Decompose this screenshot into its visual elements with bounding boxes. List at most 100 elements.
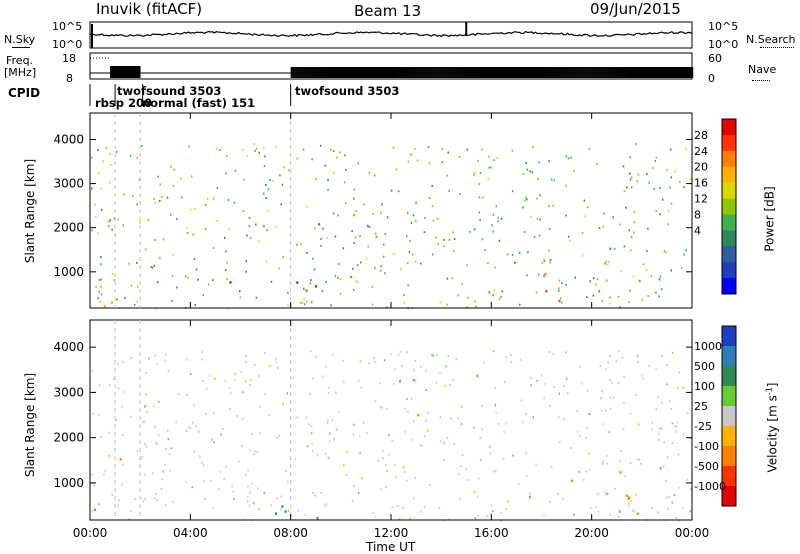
heatmap-cell	[139, 221, 141, 224]
heatmap-cell	[375, 235, 378, 239]
heatmap-cell	[670, 408, 672, 410]
heatmap-cell	[311, 442, 313, 445]
heatmap-cell	[117, 387, 120, 390]
heatmap-cell	[495, 205, 498, 208]
heatmap-cell	[435, 381, 438, 384]
heatmap-cell	[394, 464, 396, 467]
heatmap-cell	[308, 423, 310, 426]
heatmap-cell	[579, 434, 581, 437]
heatmap-cell	[671, 422, 674, 425]
heatmap-cell	[639, 462, 642, 465]
heatmap-cell	[474, 171, 476, 174]
heatmap-cell	[663, 465, 665, 468]
heatmap-cell	[168, 453, 171, 455]
heatmap-cell	[162, 470, 164, 473]
heatmap-cell	[630, 236, 633, 239]
heatmap-cell	[329, 440, 331, 443]
heatmap-cell	[327, 179, 329, 181]
heatmap-cell	[396, 504, 399, 507]
heatmap-cell	[482, 196, 484, 199]
heatmap-cell	[645, 269, 648, 272]
heatmap-cell	[386, 216, 389, 219]
heatmap-cell	[123, 391, 126, 393]
heatmap-cell	[130, 356, 133, 359]
heatmap-cell	[460, 465, 462, 467]
heatmap-cell	[496, 157, 498, 160]
heatmap-cell	[530, 377, 533, 379]
heatmap-cell	[503, 431, 505, 433]
heatmap-cell	[626, 186, 628, 189]
y-tick-label: 4000	[53, 132, 84, 146]
heatmap-cell	[410, 221, 413, 224]
heatmap-cell	[201, 358, 203, 361]
colorbar-swatch	[722, 386, 736, 407]
heatmap-cell	[543, 383, 546, 386]
heatmap-cell	[331, 353, 334, 356]
heatmap-cell	[642, 263, 645, 266]
heatmap-cell	[320, 237, 322, 240]
heatmap-cell	[439, 301, 442, 304]
heatmap-cell	[685, 147, 687, 150]
heatmap-cell	[527, 251, 529, 254]
heatmap-cell	[275, 225, 277, 228]
heatmap-cell	[543, 258, 545, 261]
heatmap-cell	[585, 470, 588, 473]
heatmap-cell	[448, 238, 451, 241]
heatmap-cell	[424, 216, 426, 219]
heatmap-cell	[240, 371, 243, 374]
colorbar-swatch	[722, 446, 736, 467]
heatmap-cell	[302, 301, 304, 304]
heatmap-cell	[322, 227, 324, 230]
heatmap-cell	[253, 453, 255, 456]
heatmap-cell	[505, 356, 508, 359]
heatmap-cell	[374, 515, 376, 518]
heatmap-cell	[353, 188, 355, 191]
heatmap-cell	[158, 400, 160, 403]
heatmap-cell	[154, 354, 157, 357]
heatmap-cell	[629, 178, 632, 181]
heatmap-cell	[374, 232, 377, 235]
heatmap-cell	[136, 300, 138, 303]
heatmap-cell	[665, 479, 667, 482]
heatmap-cell	[431, 184, 433, 187]
heatmap-cell	[98, 290, 100, 293]
heatmap-cell	[648, 365, 650, 368]
heatmap-cell	[228, 227, 230, 230]
colorbar-tick-label: 28	[694, 129, 708, 142]
heatmap-cell	[281, 505, 284, 508]
date-title: 09/Jun/2015	[590, 0, 681, 18]
heatmap-cell	[124, 297, 126, 300]
heatmap-cell	[146, 411, 148, 413]
heatmap-cell	[670, 202, 673, 205]
heatmap-cell	[415, 220, 417, 223]
heatmap-cell	[604, 262, 606, 265]
heatmap-cell	[596, 278, 599, 281]
heatmap-cell	[466, 148, 469, 151]
nave-bar	[127, 66, 130, 78]
heatmap-cell	[390, 189, 393, 192]
heatmap-cell	[663, 250, 666, 253]
heatmap-cell	[432, 354, 434, 357]
heatmap-cell	[294, 458, 296, 461]
heatmap-cell	[136, 262, 138, 264]
heatmap-cell	[553, 179, 555, 182]
heatmap-cell	[117, 362, 119, 365]
heatmap-cell	[606, 454, 608, 457]
heatmap-cell	[98, 503, 100, 506]
heatmap-cell	[204, 227, 207, 231]
heatmap-cell	[567, 235, 570, 238]
heatmap-cell	[98, 384, 101, 387]
heatmap-cell	[318, 223, 321, 226]
nave-bar	[110, 66, 112, 78]
heatmap-cell	[409, 239, 411, 242]
nave-bar	[137, 66, 140, 78]
heatmap-cell	[431, 353, 433, 356]
heatmap-cell	[324, 164, 326, 167]
heatmap-cell	[303, 287, 305, 290]
heatmap-cell	[665, 251, 668, 254]
heatmap-cell	[565, 214, 567, 217]
heatmap-cell	[239, 296, 242, 299]
heatmap-cell	[573, 169, 575, 172]
heatmap-cell	[441, 161, 443, 164]
heatmap-cell	[326, 422, 329, 425]
